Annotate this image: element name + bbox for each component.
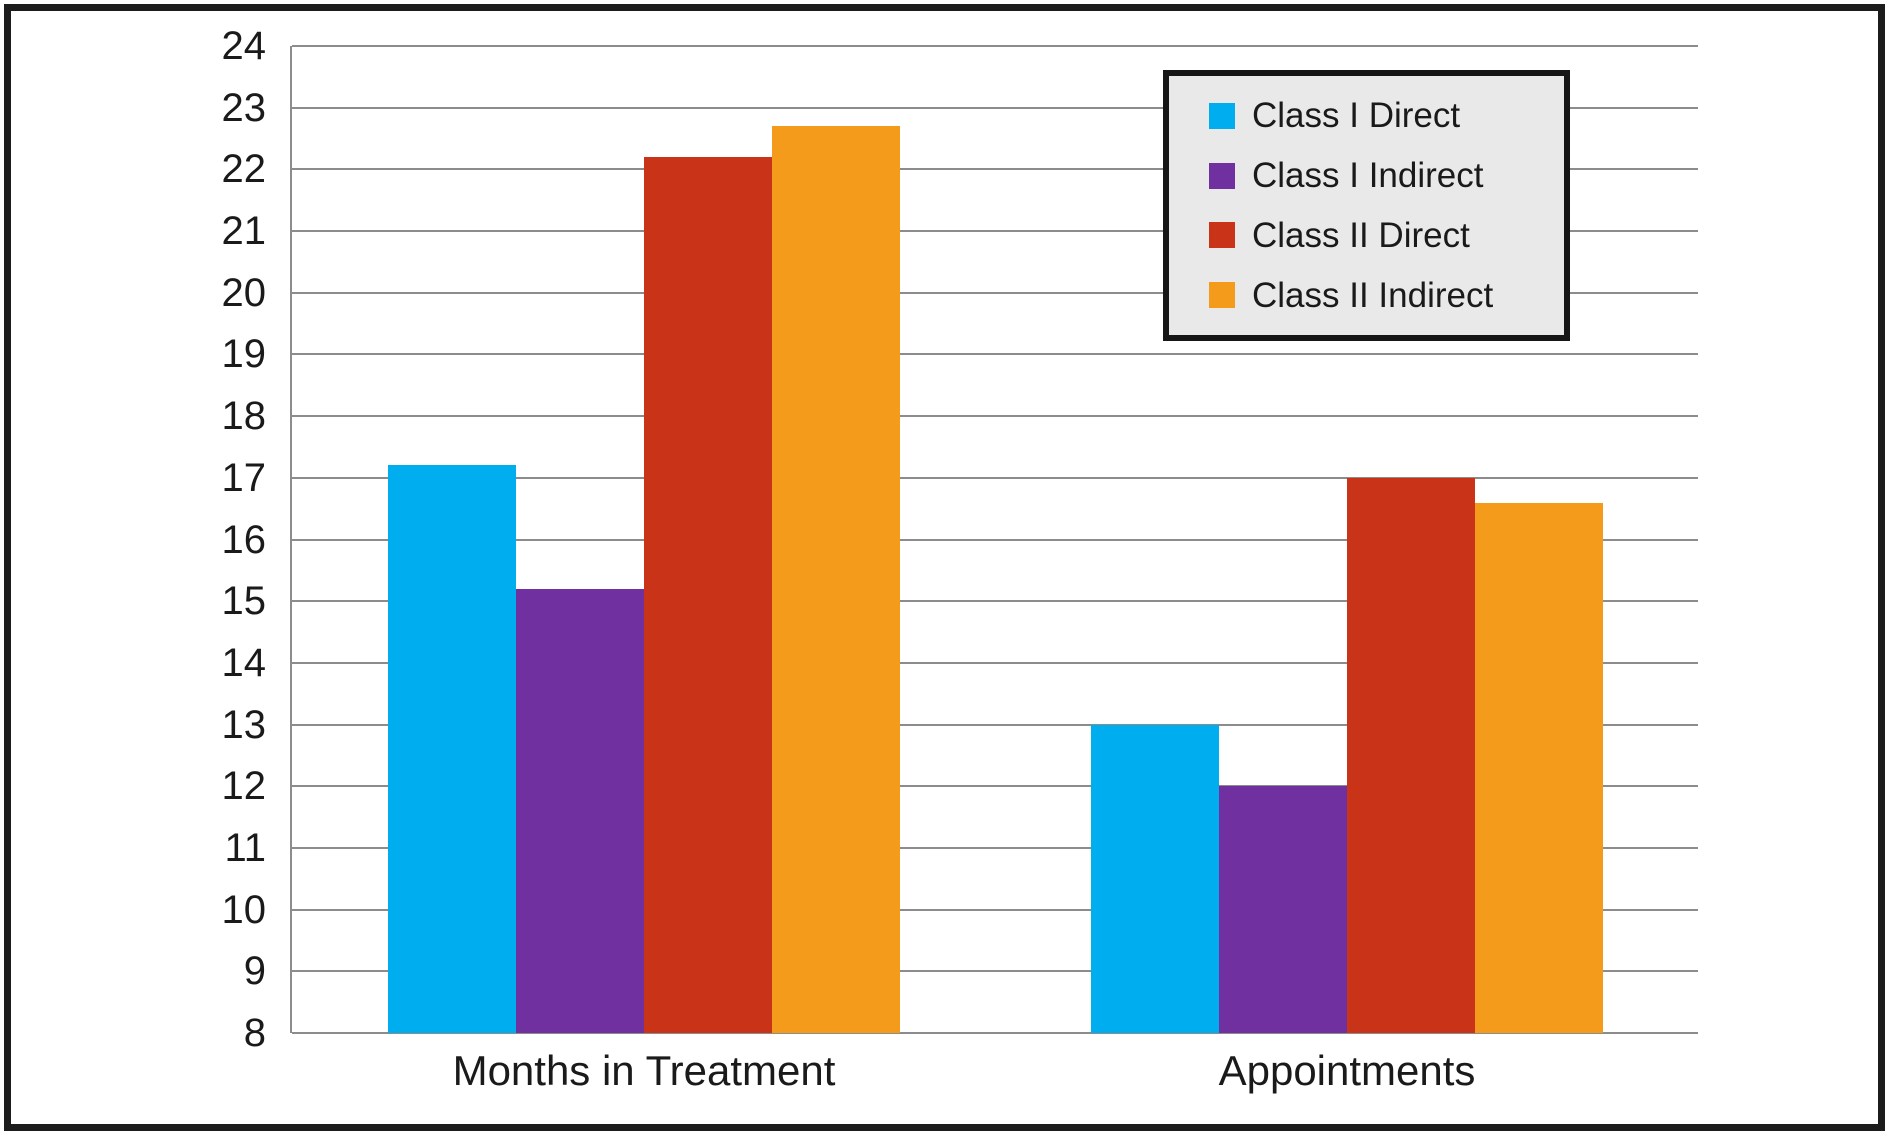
legend-label: Class II Direct xyxy=(1252,215,1470,255)
y-axis-line xyxy=(290,46,292,1033)
gridline xyxy=(292,168,1698,171)
gridline xyxy=(292,970,1698,973)
x-axis-category-label: Appointments xyxy=(1218,1047,1476,1094)
bar-class-i-indirect xyxy=(516,588,644,1033)
legend-color-swatch xyxy=(1209,222,1235,249)
legend-color-swatch xyxy=(1209,162,1235,189)
y-axis-tick-label: 19 xyxy=(221,332,267,377)
y-axis-tick-label: 23 xyxy=(221,85,267,130)
y-axis-tick-label: 14 xyxy=(221,640,267,685)
y-axis-tick-label: 18 xyxy=(221,394,267,439)
y-axis-tick-label: 16 xyxy=(221,517,267,562)
legend-item: Class I Direct xyxy=(1209,98,1554,133)
gridline xyxy=(292,45,1698,47)
bar-class-ii-direct xyxy=(644,157,772,1033)
legend-color-swatch xyxy=(1209,102,1235,129)
gridline xyxy=(292,908,1698,911)
gridline xyxy=(292,353,1698,356)
legend-item: Class II Direct xyxy=(1209,218,1554,253)
y-axis-tick-label: 24 xyxy=(221,24,267,68)
y-axis-tick-label: 12 xyxy=(221,764,267,809)
gridline xyxy=(292,291,1698,294)
y-axis-tick-label: 22 xyxy=(221,147,267,192)
bar-class-i-direct xyxy=(1091,724,1219,1033)
y-axis-tick-label: 17 xyxy=(221,455,267,500)
gridline xyxy=(292,230,1698,233)
y-axis-tick-label: 20 xyxy=(221,270,267,315)
gridline xyxy=(292,661,1698,664)
legend-label: Class I Indirect xyxy=(1252,156,1484,196)
y-axis-tick-labels: 8 9 10 11 12 13 14 15 16 17 18 19 20 21 22 23 24 xyxy=(0,26,278,1053)
y-axis-tick-label: 21 xyxy=(221,209,267,254)
gridline xyxy=(292,846,1698,849)
legend-label: Class II Indirect xyxy=(1252,275,1494,315)
legend-label: Class I Direct xyxy=(1252,96,1461,136)
gridline xyxy=(292,723,1698,726)
y-axis-tick-label: 15 xyxy=(221,579,267,624)
gridline xyxy=(292,106,1698,109)
y-axis-tick-label: 9 xyxy=(243,949,266,994)
legend: Class I Direct Class I Indirect Class II D… xyxy=(1163,70,1570,341)
y-axis-tick-label: 11 xyxy=(224,825,266,870)
gridline xyxy=(292,415,1698,418)
y-axis-tick-label: 10 xyxy=(221,887,267,932)
y-axis-tick-label: 13 xyxy=(221,702,267,747)
x-axis-category-labels: Months in Treatment Appointments xyxy=(292,1050,1698,1110)
gridline xyxy=(292,1032,1698,1034)
bar-class-i-indirect xyxy=(1219,786,1347,1033)
bar-class-i-direct xyxy=(388,465,516,1033)
legend-color-swatch xyxy=(1209,282,1235,309)
legend-item: Class I Indirect xyxy=(1209,158,1554,193)
plot-area xyxy=(290,45,1698,1034)
bar-class-ii-indirect xyxy=(1475,502,1603,1033)
bar-class-ii-indirect xyxy=(772,126,900,1033)
gridline xyxy=(292,785,1698,788)
legend-item: Class II Indirect xyxy=(1209,278,1554,313)
gridline xyxy=(292,600,1698,603)
gridline xyxy=(292,476,1698,479)
y-axis-tick-label: 8 xyxy=(243,1011,266,1055)
gridline xyxy=(292,538,1698,541)
bar-class-ii-direct xyxy=(1347,477,1475,1033)
x-axis-category-label: Months in Treatment xyxy=(452,1047,836,1094)
